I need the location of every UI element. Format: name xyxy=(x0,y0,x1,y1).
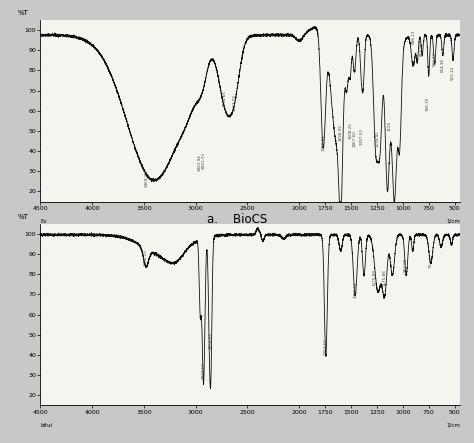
Text: 1762.17: 1762.17 xyxy=(324,338,328,355)
Text: 3469.25: 3469.25 xyxy=(145,171,149,187)
Text: 515.14: 515.14 xyxy=(451,66,455,81)
Text: 614.36: 614.36 xyxy=(441,58,445,72)
Text: 1460.94: 1460.94 xyxy=(353,282,357,299)
Text: 756.15: 756.15 xyxy=(426,97,430,111)
Text: 1598.95: 1598.95 xyxy=(339,124,343,141)
Text: 1126: 1126 xyxy=(388,120,392,131)
Text: 1467.60: 1467.60 xyxy=(353,130,356,147)
Text: Ev: Ev xyxy=(40,219,47,224)
Text: 2854.65: 2854.65 xyxy=(209,332,213,349)
Text: 2924.17: 2924.17 xyxy=(201,362,206,379)
Text: 1175.88: 1175.88 xyxy=(383,269,387,286)
Text: 1769.81: 1769.81 xyxy=(321,134,325,151)
Text: a.    BioCS: a. BioCS xyxy=(207,213,267,226)
Text: 1239.41: 1239.41 xyxy=(376,130,380,147)
Text: 1397.53: 1397.53 xyxy=(360,128,364,145)
Text: 2718.65: 2718.65 xyxy=(223,90,227,107)
Text: 813.94: 813.94 xyxy=(420,42,424,56)
Text: bitui: bitui xyxy=(40,423,53,427)
Text: 694.27: 694.27 xyxy=(432,52,437,66)
Text: 967.88: 967.88 xyxy=(404,258,408,272)
Text: 2921.73: 2921.73 xyxy=(202,152,206,169)
Text: 1/cm: 1/cm xyxy=(446,423,460,427)
Text: 2961.94: 2961.94 xyxy=(198,155,202,171)
Text: 73: 73 xyxy=(429,263,433,268)
Text: %T: %T xyxy=(17,214,28,220)
Text: 898.13: 898.13 xyxy=(411,30,415,44)
Text: 2627.05: 2627.05 xyxy=(232,94,237,111)
Text: %T: %T xyxy=(17,10,28,16)
Text: 1508.25: 1508.25 xyxy=(348,122,352,139)
Text: 1275.89: 1275.89 xyxy=(373,269,376,286)
Text: 1/cm: 1/cm xyxy=(446,219,460,224)
Text: 3480.15: 3480.15 xyxy=(144,249,148,266)
